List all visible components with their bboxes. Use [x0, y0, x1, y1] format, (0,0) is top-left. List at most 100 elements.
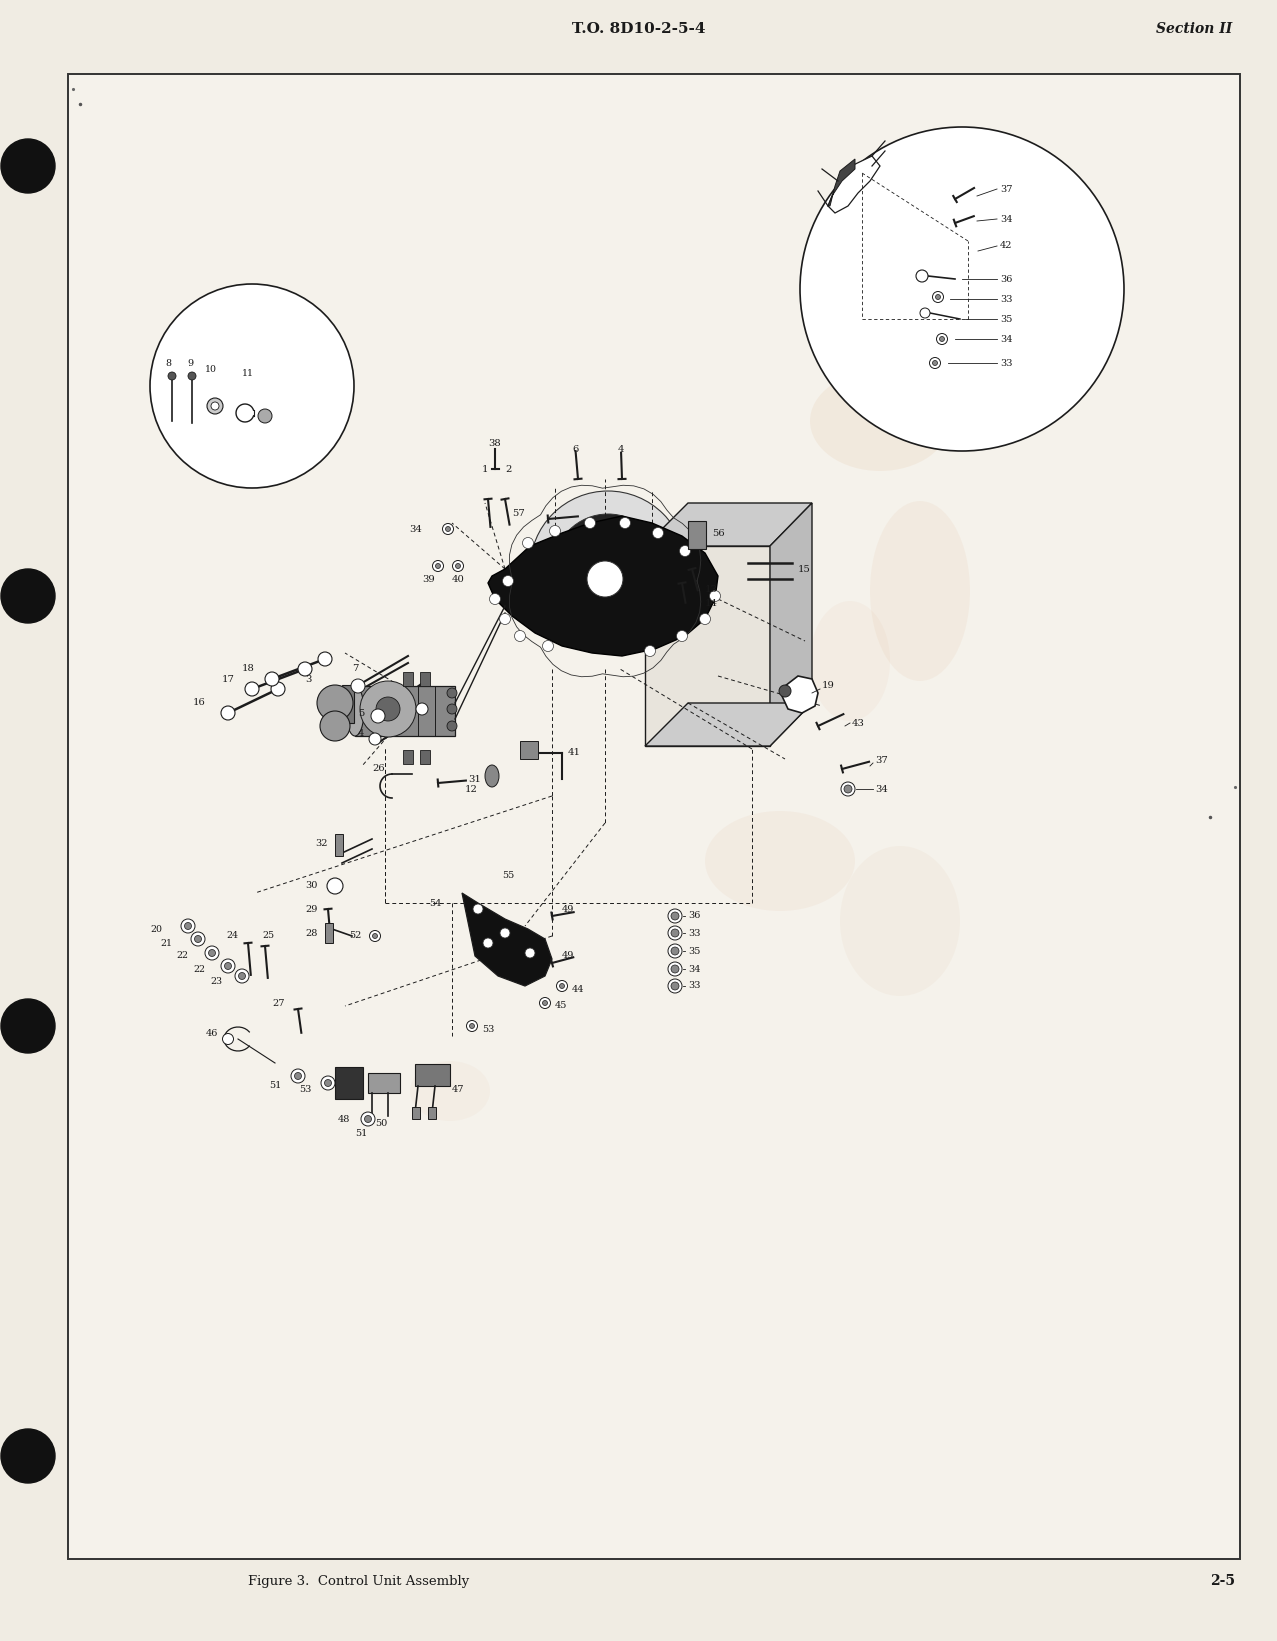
Text: 7: 7 — [352, 665, 359, 673]
Circle shape — [668, 944, 682, 958]
Circle shape — [317, 684, 352, 720]
Polygon shape — [488, 515, 718, 656]
Text: 36: 36 — [1000, 274, 1013, 284]
Circle shape — [483, 939, 493, 948]
Text: 46: 46 — [206, 1029, 218, 1037]
Circle shape — [779, 684, 790, 697]
Circle shape — [670, 947, 679, 955]
Text: 34: 34 — [688, 965, 701, 973]
Circle shape — [501, 929, 510, 939]
Circle shape — [844, 784, 852, 793]
Text: 16: 16 — [193, 699, 206, 707]
Bar — [404, 750, 412, 765]
Text: 52: 52 — [350, 932, 361, 940]
Circle shape — [298, 661, 312, 676]
Text: 39: 39 — [421, 574, 434, 584]
Text: 33: 33 — [688, 981, 701, 991]
Text: 42: 42 — [1000, 241, 1013, 251]
Circle shape — [553, 514, 663, 624]
Text: 45: 45 — [555, 1001, 567, 1011]
Text: 9: 9 — [186, 358, 193, 368]
Text: 38: 38 — [488, 438, 501, 448]
Circle shape — [435, 563, 441, 568]
Circle shape — [221, 706, 235, 720]
Bar — [368, 1073, 400, 1093]
Circle shape — [919, 309, 930, 318]
Circle shape — [194, 935, 202, 942]
Text: 55: 55 — [502, 871, 515, 881]
Text: 4: 4 — [358, 729, 364, 737]
Circle shape — [668, 909, 682, 922]
Text: 34: 34 — [1000, 335, 1013, 343]
Circle shape — [207, 399, 223, 414]
Bar — [420, 750, 430, 765]
Text: 26: 26 — [372, 765, 384, 773]
Text: 37: 37 — [1000, 184, 1013, 194]
Bar — [415, 1063, 450, 1086]
Circle shape — [369, 930, 381, 942]
Circle shape — [271, 683, 285, 696]
Bar — [520, 742, 538, 760]
Ellipse shape — [485, 765, 499, 788]
Circle shape — [452, 561, 464, 571]
Circle shape — [235, 968, 249, 983]
Circle shape — [499, 614, 511, 625]
Text: 6: 6 — [572, 445, 578, 453]
Text: 5: 5 — [358, 709, 364, 717]
Text: 1: 1 — [481, 464, 489, 474]
Circle shape — [503, 576, 513, 586]
Text: 53: 53 — [481, 1024, 494, 1034]
Circle shape — [670, 981, 679, 990]
Text: 36: 36 — [688, 911, 700, 921]
Text: 23: 23 — [209, 976, 222, 986]
Polygon shape — [827, 159, 856, 207]
Text: 3: 3 — [305, 674, 312, 684]
Text: 53: 53 — [300, 1085, 312, 1093]
Text: 13: 13 — [705, 584, 718, 594]
Circle shape — [327, 878, 344, 894]
Circle shape — [360, 681, 416, 737]
Text: 8: 8 — [165, 358, 171, 368]
Text: 51: 51 — [355, 1129, 368, 1137]
Bar — [335, 834, 344, 857]
Text: 35: 35 — [1000, 315, 1013, 323]
Text: 56: 56 — [713, 528, 724, 538]
Text: 49: 49 — [562, 904, 575, 914]
Circle shape — [559, 983, 564, 988]
Polygon shape — [355, 686, 455, 737]
Circle shape — [539, 998, 550, 1009]
Text: 14: 14 — [705, 599, 718, 607]
Text: 28: 28 — [305, 929, 318, 937]
Circle shape — [222, 1034, 234, 1045]
Circle shape — [433, 561, 443, 571]
Circle shape — [318, 651, 332, 666]
Circle shape — [1, 1429, 55, 1483]
Circle shape — [169, 373, 176, 381]
Text: T.O. 8D10-2-5-4: T.O. 8D10-2-5-4 — [572, 21, 705, 36]
Circle shape — [324, 1080, 332, 1086]
Circle shape — [619, 517, 631, 528]
Bar — [326, 922, 333, 944]
Circle shape — [416, 702, 428, 715]
Circle shape — [670, 929, 679, 937]
Text: 34: 34 — [875, 784, 888, 794]
Text: 10: 10 — [206, 364, 217, 374]
Text: 31: 31 — [467, 775, 481, 783]
Text: 22: 22 — [193, 965, 206, 973]
Text: 37: 37 — [875, 757, 888, 765]
Circle shape — [557, 981, 567, 991]
Circle shape — [677, 630, 687, 642]
Circle shape — [472, 904, 483, 914]
Circle shape — [930, 358, 940, 369]
Circle shape — [585, 517, 595, 528]
Circle shape — [1, 999, 55, 1054]
Circle shape — [375, 697, 400, 720]
Circle shape — [181, 919, 195, 934]
Text: 19: 19 — [822, 681, 835, 691]
Circle shape — [221, 958, 235, 973]
Text: 48: 48 — [338, 1114, 350, 1124]
Text: 25: 25 — [262, 932, 275, 940]
Circle shape — [447, 704, 457, 714]
Circle shape — [239, 973, 245, 980]
Bar — [335, 1067, 363, 1099]
